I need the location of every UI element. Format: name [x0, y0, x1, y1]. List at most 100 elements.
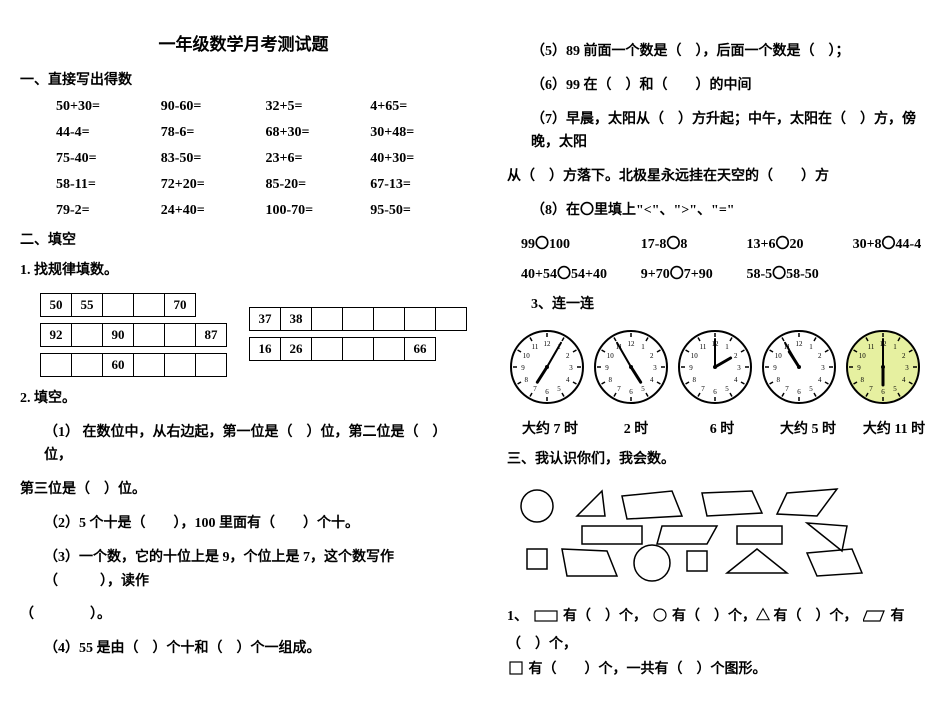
clock-labels: 大约 7 时 2 时 6 时 大约 5 时 大约 11 时 [507, 418, 937, 438]
pcell [311, 337, 343, 361]
page-title: 一年级数学月考测试题 [20, 30, 467, 55]
pcell [102, 293, 134, 317]
pattern-row: 37 38 [249, 307, 467, 331]
right-column: （5）89 前面一个数是（ ），后面一个数是（ ）； （6）99 在（ ）和（ … [507, 30, 937, 684]
pcell: 50 [40, 293, 72, 317]
svg-text:5: 5 [641, 384, 645, 392]
pcell: 26 [280, 337, 312, 361]
b2-5: （5）89 前面一个数是（ ），后面一个数是（ ）； [531, 40, 937, 64]
pattern-row: 50 55 70 [40, 293, 227, 317]
arith-cell: 23+6= [266, 151, 363, 167]
svg-text:7: 7 [785, 384, 789, 392]
pcell [311, 307, 343, 331]
svg-text:4: 4 [566, 376, 570, 384]
svg-text:5: 5 [725, 384, 729, 392]
section-b-heading: 二、填空 [20, 229, 467, 249]
svg-text:4: 4 [650, 376, 654, 384]
svg-text:2: 2 [902, 352, 906, 360]
clock: 121234567891011 [591, 327, 671, 412]
arith-cell: 24+40= [161, 203, 258, 219]
arith-cell: 40+30= [370, 151, 467, 167]
svg-text:2: 2 [650, 352, 654, 360]
pcell [373, 337, 405, 361]
svg-text:3: 3 [569, 364, 573, 372]
arith-cell: 44-4= [56, 125, 153, 141]
arith-cell: 50+30= [56, 99, 153, 115]
clock: 121234567891011 [507, 327, 587, 412]
svg-text:1: 1 [641, 343, 645, 351]
left-column: 一年级数学月考测试题 一、直接写出得数 50+30= 90-60= 32+5= … [20, 30, 467, 684]
svg-text:9: 9 [521, 364, 525, 372]
parallelogram-icon [863, 606, 885, 631]
pcell: 55 [71, 293, 103, 317]
shape-count-line2: 有（ ）个，一共有（ ）个图形。 [507, 657, 937, 684]
compare-cell: 9+70〇7+90 [641, 263, 729, 283]
compare-cell [853, 263, 937, 283]
pattern-row: 92 90 87 [40, 323, 227, 347]
clocks-row: 121234567891011 121234567891011 12123456… [507, 327, 937, 412]
arith-cell: 68+30= [266, 125, 363, 141]
svg-text:2: 2 [818, 352, 822, 360]
arith-cell: 72+20= [161, 177, 258, 193]
svg-text:4: 4 [902, 376, 906, 384]
shapes-box [507, 481, 937, 596]
shape-count-line1: 1、 有（ ）个， 有（ ）个，△ 有（ ）个， 有（ ）个， [507, 604, 937, 656]
pcell [71, 353, 103, 377]
circle-icon [653, 606, 667, 631]
arith-cell: 79-2= [56, 203, 153, 219]
arith-cell: 75-40= [56, 151, 153, 167]
pcell [404, 307, 436, 331]
pcell [40, 353, 72, 377]
pattern-area: 50 55 70 92 90 87 60 [40, 293, 467, 377]
arith-cell: 85-20= [266, 177, 363, 193]
arithmetic-grid: 50+30= 90-60= 32+5= 4+65= 44-4= 78-6= 68… [56, 99, 467, 219]
pcell [133, 293, 165, 317]
svg-text:6: 6 [797, 388, 801, 396]
svg-text:9: 9 [605, 364, 609, 372]
svg-text:4: 4 [734, 376, 738, 384]
clock-label: 大约 7 时 [507, 418, 593, 438]
pattern-row: 16 26 66 [249, 337, 467, 361]
clock-label: 大约 5 时 [765, 418, 851, 438]
shape-prefix: 1、 [507, 609, 528, 624]
pcell [373, 307, 405, 331]
svg-text:3: 3 [821, 364, 825, 372]
pcell: 70 [164, 293, 196, 317]
pcell [195, 353, 227, 377]
clock-label: 6 时 [679, 418, 765, 438]
compare-cell: 58-5〇58-50 [746, 263, 834, 283]
compare-cell: 17-8〇8 [641, 233, 729, 253]
svg-text:2: 2 [734, 352, 738, 360]
svg-text:8: 8 [608, 376, 612, 384]
svg-text:7: 7 [533, 384, 537, 392]
pcell: 37 [249, 307, 281, 331]
svg-text:8: 8 [692, 376, 696, 384]
compare-cell: 13+6〇20 [746, 233, 834, 253]
pcell: 66 [404, 337, 436, 361]
pcell: 16 [249, 337, 281, 361]
b2-7: （7）早晨，太阳从（ ）方升起；中午，太阳在（ ）方，傍晚，太阳 [531, 108, 937, 156]
svg-text:10: 10 [523, 352, 531, 360]
worksheet-page: 一年级数学月考测试题 一、直接写出得数 50+30= 90-60= 32+5= … [0, 0, 945, 714]
svg-text:7: 7 [869, 384, 873, 392]
svg-text:1: 1 [809, 343, 813, 351]
svg-text:10: 10 [775, 352, 783, 360]
clock-label: 大约 11 时 [851, 418, 937, 438]
svg-text:9: 9 [857, 364, 861, 372]
pcell: 38 [280, 307, 312, 331]
svg-text:9: 9 [773, 364, 777, 372]
pcell: 60 [102, 353, 134, 377]
svg-text:6: 6 [881, 388, 885, 396]
pcell [164, 323, 196, 347]
svg-text:9: 9 [689, 364, 693, 372]
pcell: 90 [102, 323, 134, 347]
svg-text:11: 11 [532, 343, 539, 351]
b2-3: （3）一个数，它的十位上是 9，个位上是 7，这个数写作（ ），读作 [44, 546, 467, 594]
svg-text:5: 5 [809, 384, 813, 392]
svg-text:7: 7 [617, 384, 621, 392]
pattern-right: 37 38 16 26 66 [249, 307, 467, 361]
svg-text:8: 8 [524, 376, 528, 384]
pcell [435, 307, 467, 331]
svg-text:5: 5 [557, 384, 561, 392]
b2-8: （8）在〇里填上"<"、">"、"=" [531, 199, 937, 223]
